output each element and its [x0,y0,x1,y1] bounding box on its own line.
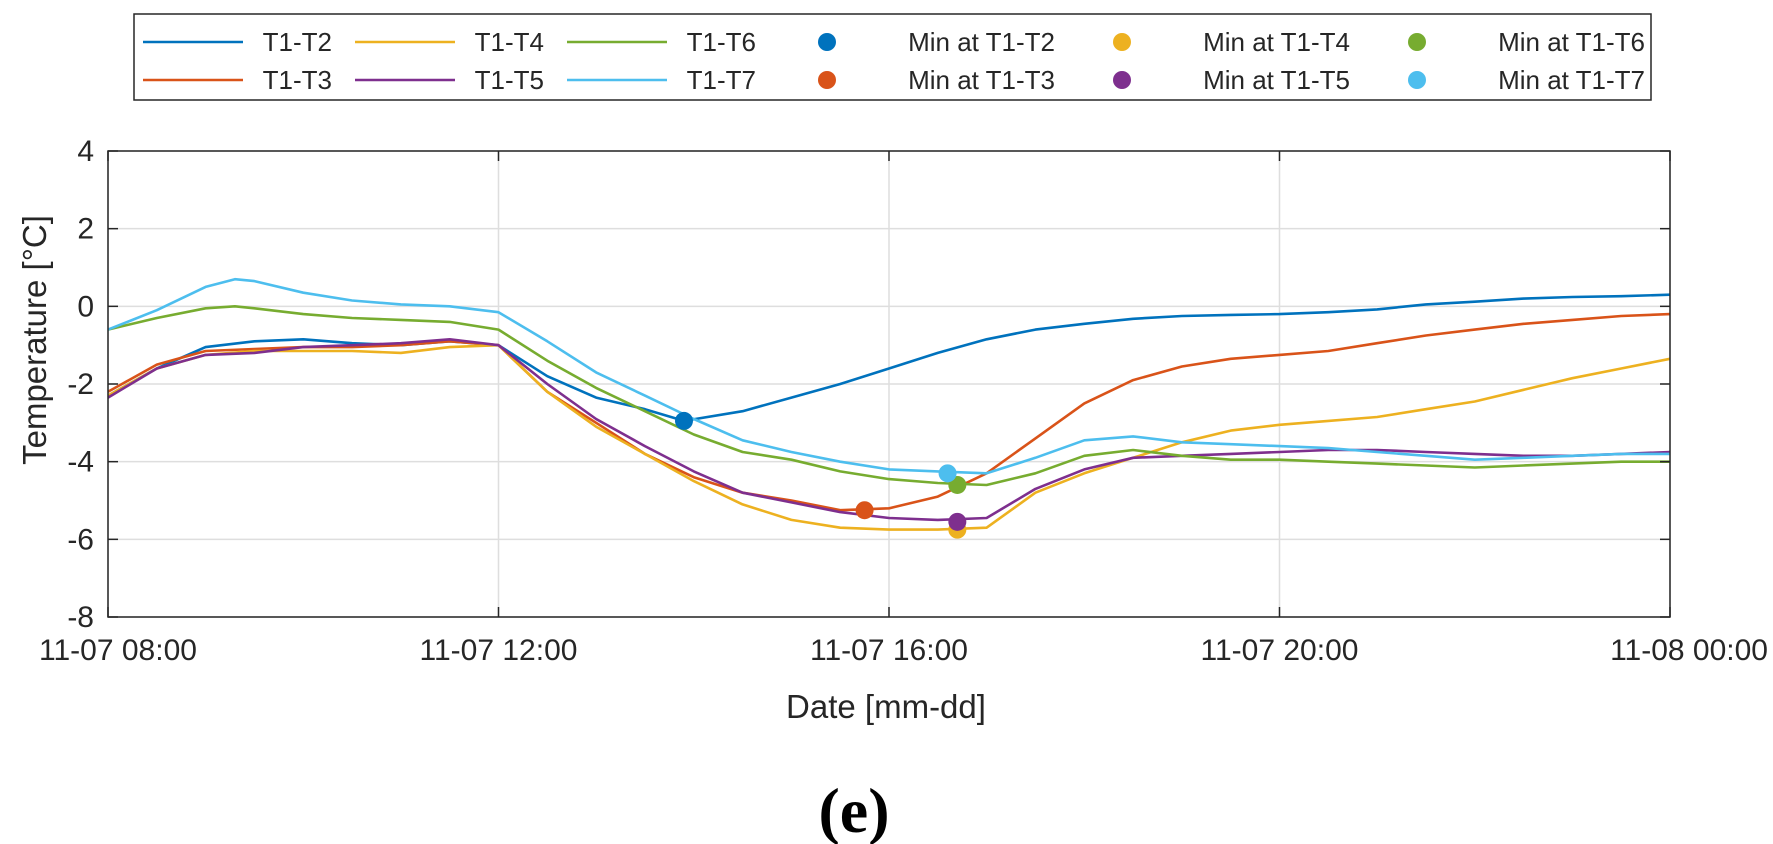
legend-label: Min at T1-T3 [908,65,1055,95]
y-tick-label: -8 [67,601,94,634]
legend-marker-t1-t2 [818,33,836,51]
legend-marker-t1-t3 [818,71,836,89]
legend-label: T1-T7 [687,65,756,95]
legend-marker-t1-t7 [1408,71,1426,89]
y-tick-label: -6 [67,523,94,556]
min-marker-t1-t5 [948,512,967,531]
x-tick-label: 11-07 16:00 [810,634,968,667]
minima-markers [674,411,967,539]
min-marker-t1-t3 [855,501,874,520]
x-tick-label: 11-08 00:00 [1610,634,1768,667]
legend-marker-t1-t4 [1113,33,1131,51]
y-tick-label: -4 [67,446,94,479]
series-line-t1-t7 [107,277,1670,475]
axes: 11-07 08:00 11-07 12:00 11-07 16:00 11-07 2… [39,135,1768,667]
legend-label: Min at T1-T6 [1498,27,1645,57]
panel-label: (e) [818,775,889,844]
y-tick-label: 4 [77,135,94,168]
legend-label: T1-T5 [475,65,544,95]
series-lines [107,277,1671,531]
legend-label: Min at T1-T2 [908,27,1055,57]
legend-label: Min at T1-T4 [1203,27,1350,57]
series-line-t1-t6 [107,305,1670,487]
min-marker-t1-t7 [938,464,957,483]
legend-label: T1-T3 [263,65,332,95]
y-tick-label: 0 [77,290,94,323]
legend-label: T1-T2 [263,27,332,57]
min-marker-t1-t2 [674,411,693,430]
x-tick-label: 11-07 08:00 [39,634,197,667]
legend-label: Min at T1-T5 [1203,65,1350,95]
series-line-t1-t3 [107,312,1671,512]
legend-label: Min at T1-T7 [1498,65,1645,95]
y-tick-label: -2 [67,368,94,401]
y-tick-label: 2 [77,213,94,246]
legend-label: T1-T6 [687,27,756,57]
legend-box [133,13,1652,101]
x-tick-label: 11-07 12:00 [420,634,578,667]
legend-marker-t1-t5 [1113,71,1131,89]
y-axis-label: Temperature [°C] [16,215,53,465]
series-line-t1-t4 [107,343,1671,531]
legend: T1-T2 T1-T4 T1-T6 Min at T1-T2 Min at T1-T4 M… [133,13,1652,101]
x-tick-label: 11-07 20:00 [1201,634,1359,667]
grid [107,150,1671,618]
legend-marker-t1-t6 [1408,33,1426,51]
series-line-t1-t5 [107,338,1671,522]
legend-label: T1-T4 [475,27,544,57]
x-axis-label: Date [mm-dd] [786,688,986,725]
